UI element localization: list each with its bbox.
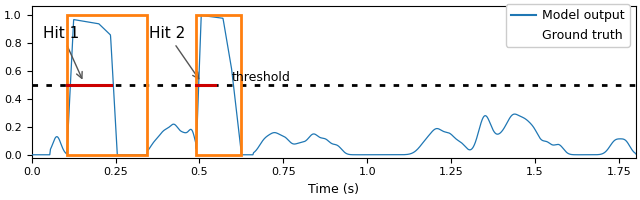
Bar — [196, 15, 241, 155]
X-axis label: Time (s): Time (s) — [308, 183, 359, 196]
Legend: Model output, Ground truth: Model output, Ground truth — [506, 4, 630, 47]
Bar — [67, 15, 147, 155]
Text: threshold: threshold — [231, 71, 290, 84]
Text: Hit 2: Hit 2 — [149, 26, 198, 79]
Text: Hit 1: Hit 1 — [44, 26, 82, 78]
